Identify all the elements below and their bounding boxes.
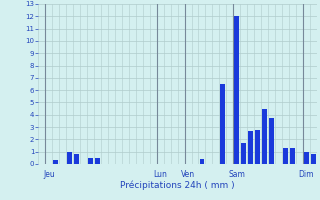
- Bar: [248, 131, 253, 164]
- Bar: [88, 158, 93, 164]
- Bar: [262, 109, 267, 164]
- Bar: [234, 16, 239, 164]
- Bar: [304, 152, 309, 164]
- Bar: [269, 118, 274, 164]
- Bar: [95, 158, 100, 164]
- Bar: [311, 154, 316, 164]
- Bar: [283, 148, 288, 164]
- Bar: [220, 84, 225, 164]
- Bar: [67, 152, 72, 164]
- Bar: [74, 154, 79, 164]
- Bar: [241, 143, 246, 164]
- Bar: [290, 148, 295, 164]
- Bar: [53, 160, 58, 164]
- Bar: [200, 159, 204, 164]
- X-axis label: Précipitations 24h ( mm ): Précipitations 24h ( mm ): [120, 181, 235, 190]
- Bar: [255, 130, 260, 164]
